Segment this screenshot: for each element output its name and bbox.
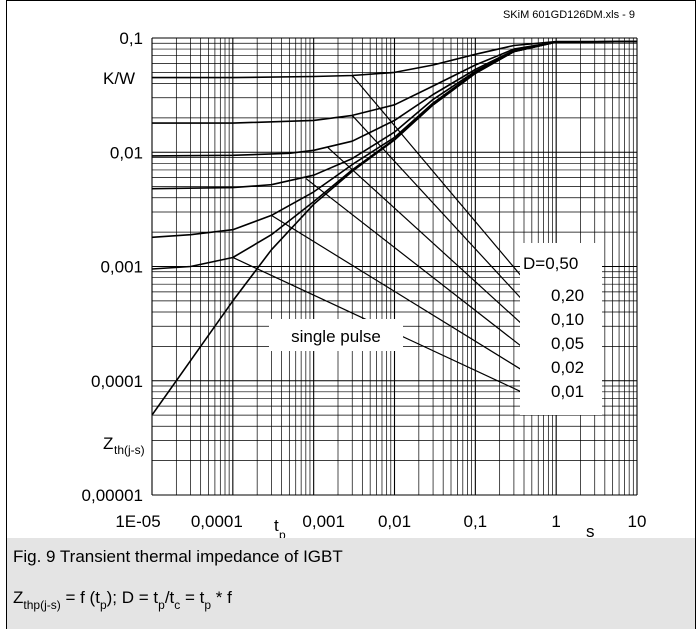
caption-box: Fig. 9 Transient thermal impedance of IG… xyxy=(6,538,696,629)
formula-part-4: = t xyxy=(180,588,205,607)
x-tick-label: 0,0001 xyxy=(191,512,243,531)
formula-part-3: /t xyxy=(164,588,175,607)
y-tick-label: 0,0001 xyxy=(91,372,143,391)
formula-part-2: ); D = t xyxy=(106,588,159,607)
formula-tc-sub: c xyxy=(174,598,181,612)
guide-line-2 xyxy=(327,147,529,331)
series-lines xyxy=(151,40,638,416)
formula-part-1: = f (t xyxy=(60,588,100,607)
y-axis-label: Z xyxy=(103,434,113,453)
x-axis-label: t xyxy=(274,516,279,535)
formula-z: Z xyxy=(13,588,24,607)
formula-caption: Zthp(j-s) = f (tp); D = tp/tc = tp * f xyxy=(13,588,232,612)
x-unit-label: s xyxy=(586,522,595,539)
series-line-6 xyxy=(151,40,638,416)
formula-tp-sub-2: p xyxy=(158,598,165,612)
y-tick-label: 0,1 xyxy=(119,29,143,48)
y-axis-label-sub: th(j-s) xyxy=(114,443,145,457)
grid xyxy=(151,37,638,496)
y-unit-label: K/W xyxy=(103,69,135,88)
x-tick-label: 0,1 xyxy=(464,512,488,531)
y-tick-label: 0,00001 xyxy=(82,486,143,505)
thermal-impedance-chart: SKiM 601GD126DM.xls - 9 0,1 0,01 0,001 0,000… xyxy=(82,9,647,539)
guide-line-4 xyxy=(271,214,529,375)
chart-frame: SKiM 601GD126DM.xls - 9 0,1 0,01 0,001 0,000… xyxy=(6,0,696,539)
figure-caption: Fig. 9 Transient thermal impedance of IG… xyxy=(13,547,343,566)
annotation-background xyxy=(269,319,403,351)
x-tick-label: 0,01 xyxy=(378,512,411,531)
chart-labels: SKiM 601GD126DM.xls - 9 0,1 0,01 0,001 0,000… xyxy=(82,9,647,539)
x-tick-label: 0,001 xyxy=(302,512,345,531)
x-tick-label: 1E-05 xyxy=(115,512,160,531)
formula-tp-sub-3: p xyxy=(204,598,212,612)
legend-entry: 0,05 xyxy=(551,334,584,353)
formula-z-sub: thp(j-s) xyxy=(23,598,61,612)
x-axis-label-sub: p xyxy=(279,528,286,539)
source-label: SKiM 601GD126DM.xls - 9 xyxy=(503,9,635,21)
legend-background xyxy=(520,243,602,415)
guide-line-3 xyxy=(305,177,529,353)
legend-entry: 0,01 xyxy=(551,382,584,401)
y-tick-label: 0,01 xyxy=(110,143,143,162)
y-tick-label: 0,001 xyxy=(100,258,143,277)
legend-entry: 0,10 xyxy=(551,310,584,329)
single-pulse-label: single pulse xyxy=(291,327,381,346)
legend-title: D=0,50 xyxy=(523,254,578,273)
formula-tp-sub: p xyxy=(99,598,107,612)
legend-entry: 0,02 xyxy=(551,358,584,377)
formula-part-5: * f xyxy=(211,588,232,607)
x-tick-label: 1 xyxy=(551,512,560,531)
guide-line-0 xyxy=(351,75,529,285)
legend-entry: 0,20 xyxy=(551,286,584,305)
x-tick-label: 10 xyxy=(628,512,647,531)
guide-line-1 xyxy=(351,115,529,307)
series-line-0 xyxy=(152,40,637,79)
